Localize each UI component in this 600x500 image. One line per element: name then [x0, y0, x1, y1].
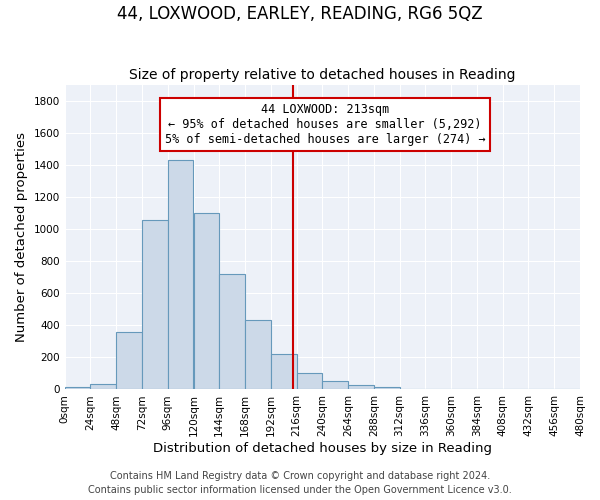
Bar [348, 386, 374, 390]
Bar [91, 384, 116, 390]
Bar [245, 320, 271, 390]
X-axis label: Distribution of detached houses by size in Reading: Distribution of detached houses by size … [153, 442, 492, 455]
Bar [296, 372, 322, 390]
Text: Contains HM Land Registry data © Crown copyright and database right 2024.
Contai: Contains HM Land Registry data © Crown c… [88, 471, 512, 495]
Bar [142, 220, 168, 390]
Y-axis label: Number of detached properties: Number of detached properties [15, 132, 28, 342]
Text: 44 LOXWOOD: 213sqm
← 95% of detached houses are smaller (5,292)
5% of semi-detac: 44 LOXWOOD: 213sqm ← 95% of detached hou… [164, 103, 485, 146]
Bar [193, 213, 219, 390]
Bar [374, 387, 400, 390]
Bar [271, 354, 296, 390]
Bar [322, 380, 348, 390]
Title: Size of property relative to detached houses in Reading: Size of property relative to detached ho… [129, 68, 515, 82]
Bar [65, 387, 91, 390]
Bar [168, 160, 193, 390]
Text: 44, LOXWOOD, EARLEY, READING, RG6 5QZ: 44, LOXWOOD, EARLEY, READING, RG6 5QZ [117, 5, 483, 23]
Bar [219, 274, 245, 390]
Bar [116, 332, 142, 390]
